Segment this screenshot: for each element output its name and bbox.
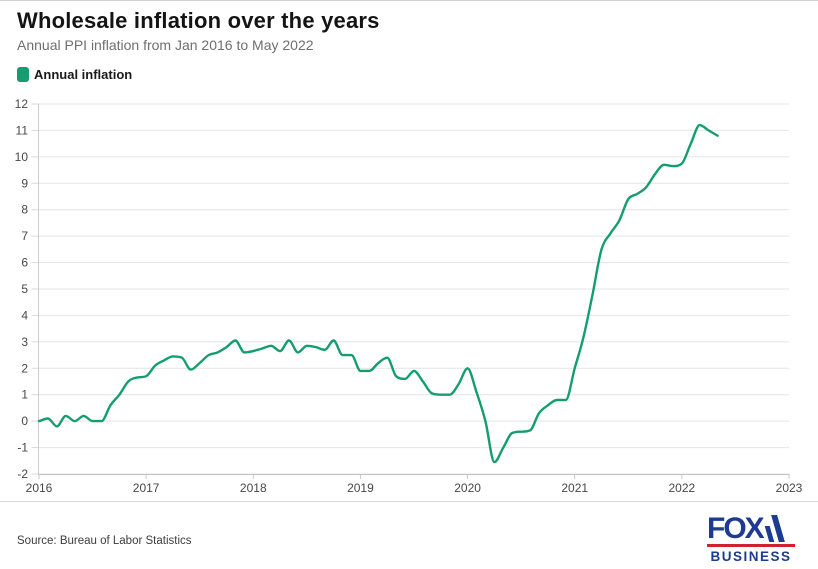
footer-divider xyxy=(0,501,818,502)
chart-subtitle: Annual PPI inflation from Jan 2016 to Ma… xyxy=(17,37,314,53)
svg-text:-2: -2 xyxy=(17,467,28,481)
svg-text:2022: 2022 xyxy=(669,481,696,495)
source-note: Source: Bureau of Labor Statistics xyxy=(17,535,192,547)
svg-text:2: 2 xyxy=(21,361,28,375)
legend-swatch-icon xyxy=(17,67,29,82)
fox-logo-top-row: FOX xyxy=(707,512,795,545)
svg-text:2019: 2019 xyxy=(347,481,374,495)
svg-text:2023: 2023 xyxy=(776,481,803,495)
svg-text:3: 3 xyxy=(21,335,28,349)
svg-text:6: 6 xyxy=(21,256,28,270)
legend: Annual inflation xyxy=(17,67,132,82)
svg-text:4: 4 xyxy=(21,308,28,322)
svg-text:2016: 2016 xyxy=(26,481,53,495)
fox-searchlight-beams-icon xyxy=(764,515,785,542)
svg-text:2018: 2018 xyxy=(240,481,267,495)
chart-title: Wholesale inflation over the years xyxy=(17,8,380,33)
svg-text:2020: 2020 xyxy=(454,481,481,495)
fox-business-logo: FOX BUSINESS xyxy=(707,514,795,564)
svg-text:5: 5 xyxy=(21,282,28,296)
fox-logo-text: FOX xyxy=(707,512,765,545)
svg-text:9: 9 xyxy=(21,176,28,190)
svg-text:2017: 2017 xyxy=(133,481,160,495)
svg-text:7: 7 xyxy=(21,229,28,243)
svg-text:1: 1 xyxy=(21,388,28,402)
fox-logo-red-bar xyxy=(707,544,795,547)
svg-text:0: 0 xyxy=(21,414,28,428)
svg-text:11: 11 xyxy=(16,123,29,137)
fox-business-logo-text: BUSINESS xyxy=(710,549,792,564)
svg-text:10: 10 xyxy=(15,150,29,164)
svg-text:12: 12 xyxy=(15,97,29,111)
svg-text:-1: -1 xyxy=(17,441,28,455)
legend-label: Annual inflation xyxy=(34,67,133,82)
svg-text:2021: 2021 xyxy=(561,481,588,495)
svg-text:8: 8 xyxy=(21,203,28,217)
